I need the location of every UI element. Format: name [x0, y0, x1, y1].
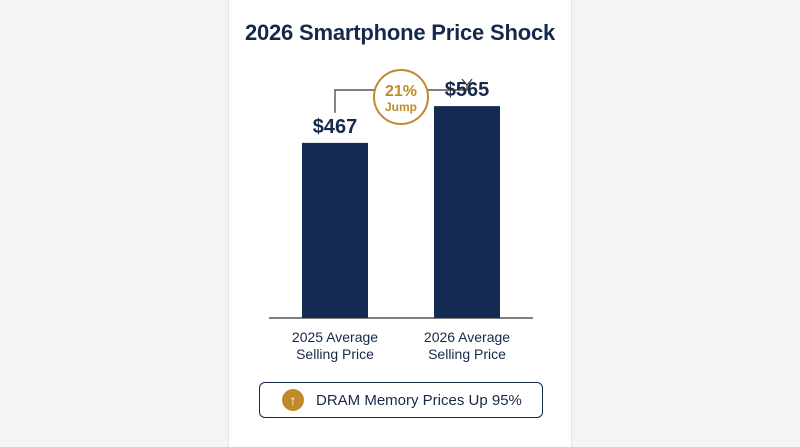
jump-badge-circle [373, 69, 429, 125]
category-label-2-line-2: Selling Price [428, 346, 506, 362]
chart-card: 2026 Smartphone Price Shock $467 2025 Ave… [228, 0, 572, 447]
chart-title: 2026 Smartphone Price Shock [244, 20, 556, 45]
bar-2 [434, 106, 500, 318]
dram-callout: ↑ DRAM Memory Prices Up 95% [259, 382, 543, 418]
bar-value-label-1: $467 [313, 116, 358, 138]
bar-1 [302, 142, 368, 318]
jump-badge-percent: 21% [385, 83, 417, 100]
jump-arrowhead [461, 78, 473, 87]
jump-badge-label: Jump [385, 100, 417, 114]
category-label-1-line-1: 2025 Average [292, 329, 378, 345]
dram-callout-text: DRAM Memory Prices Up 95% [316, 391, 522, 409]
arrow-up-icon: ↑ [282, 389, 304, 411]
category-label-1-line-2: Selling Price [296, 346, 374, 362]
category-label-2-line-1: 2026 Average [424, 329, 510, 345]
